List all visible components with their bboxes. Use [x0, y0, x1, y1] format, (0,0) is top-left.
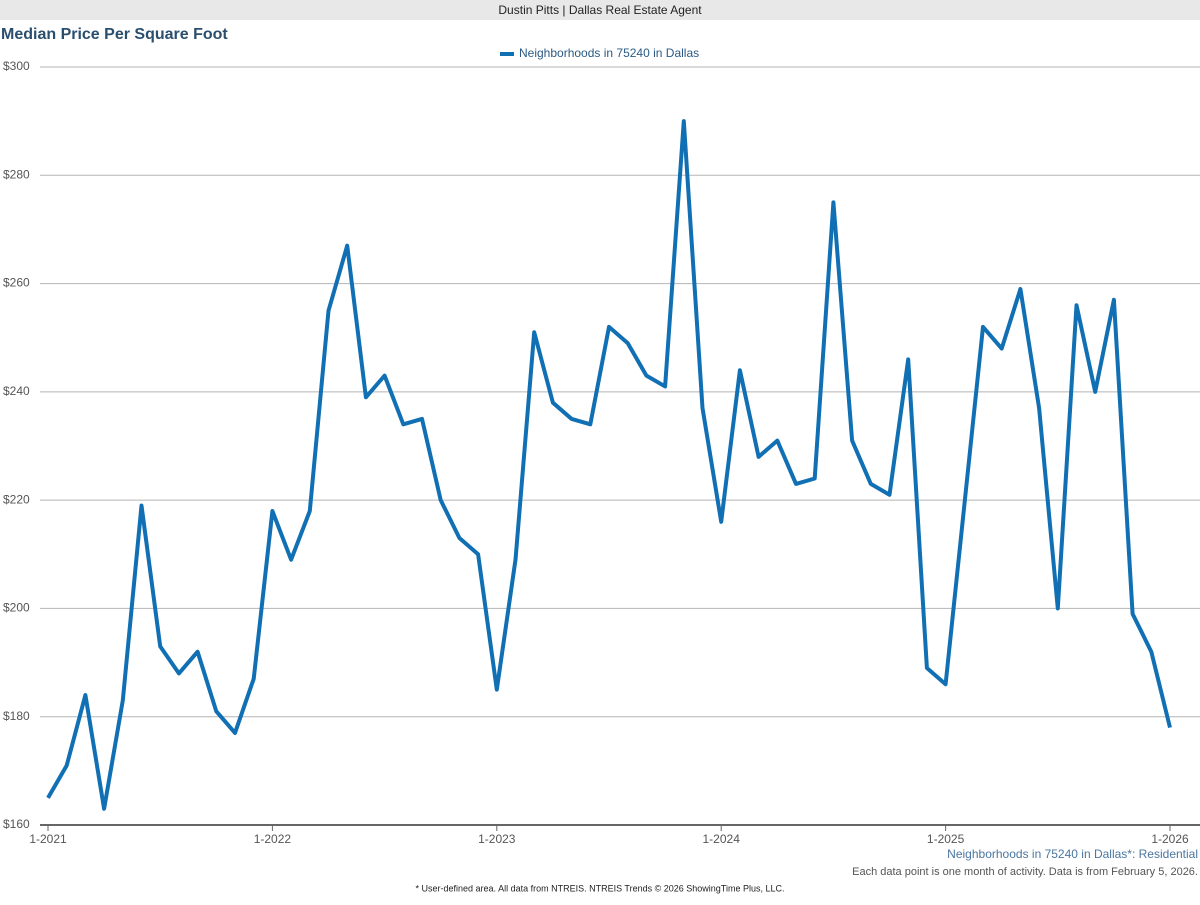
data-note: Each data point is one month of activity…	[852, 866, 1198, 878]
data-line	[46, 119, 1172, 811]
x-tick-label: 1-2022	[254, 832, 292, 846]
series-note: Neighborhoods in 75240 in Dallas*: Resid…	[947, 847, 1198, 861]
legend-label: Neighborhoods in 75240 in Dallas	[519, 46, 699, 60]
y-tick-label: $300	[3, 59, 30, 73]
source-note: * User-defined area. All data from NTREI…	[416, 883, 785, 893]
y-tick-label: $220	[3, 492, 30, 506]
x-tick-label: 1-2026	[1151, 832, 1189, 846]
chart-title: Median Price Per Square Foot	[1, 26, 228, 43]
x-tick-label: 1-2025	[927, 832, 965, 846]
y-tick-label: $280	[3, 167, 30, 181]
y-tick-label: $180	[3, 709, 30, 723]
x-tick-label: 1-2021	[29, 832, 67, 846]
y-tick-label: $160	[3, 817, 30, 831]
x-tick-label: 1-2024	[703, 832, 741, 846]
x-tick-label: 1-2023	[478, 832, 516, 846]
y-tick-label: $260	[3, 276, 30, 290]
header-bar	[0, 0, 1200, 20]
header-title: Dustin Pitts | Dallas Real Estate Agent	[498, 3, 702, 17]
y-tick-label: $240	[3, 384, 30, 398]
y-tick-label: $200	[3, 601, 30, 615]
